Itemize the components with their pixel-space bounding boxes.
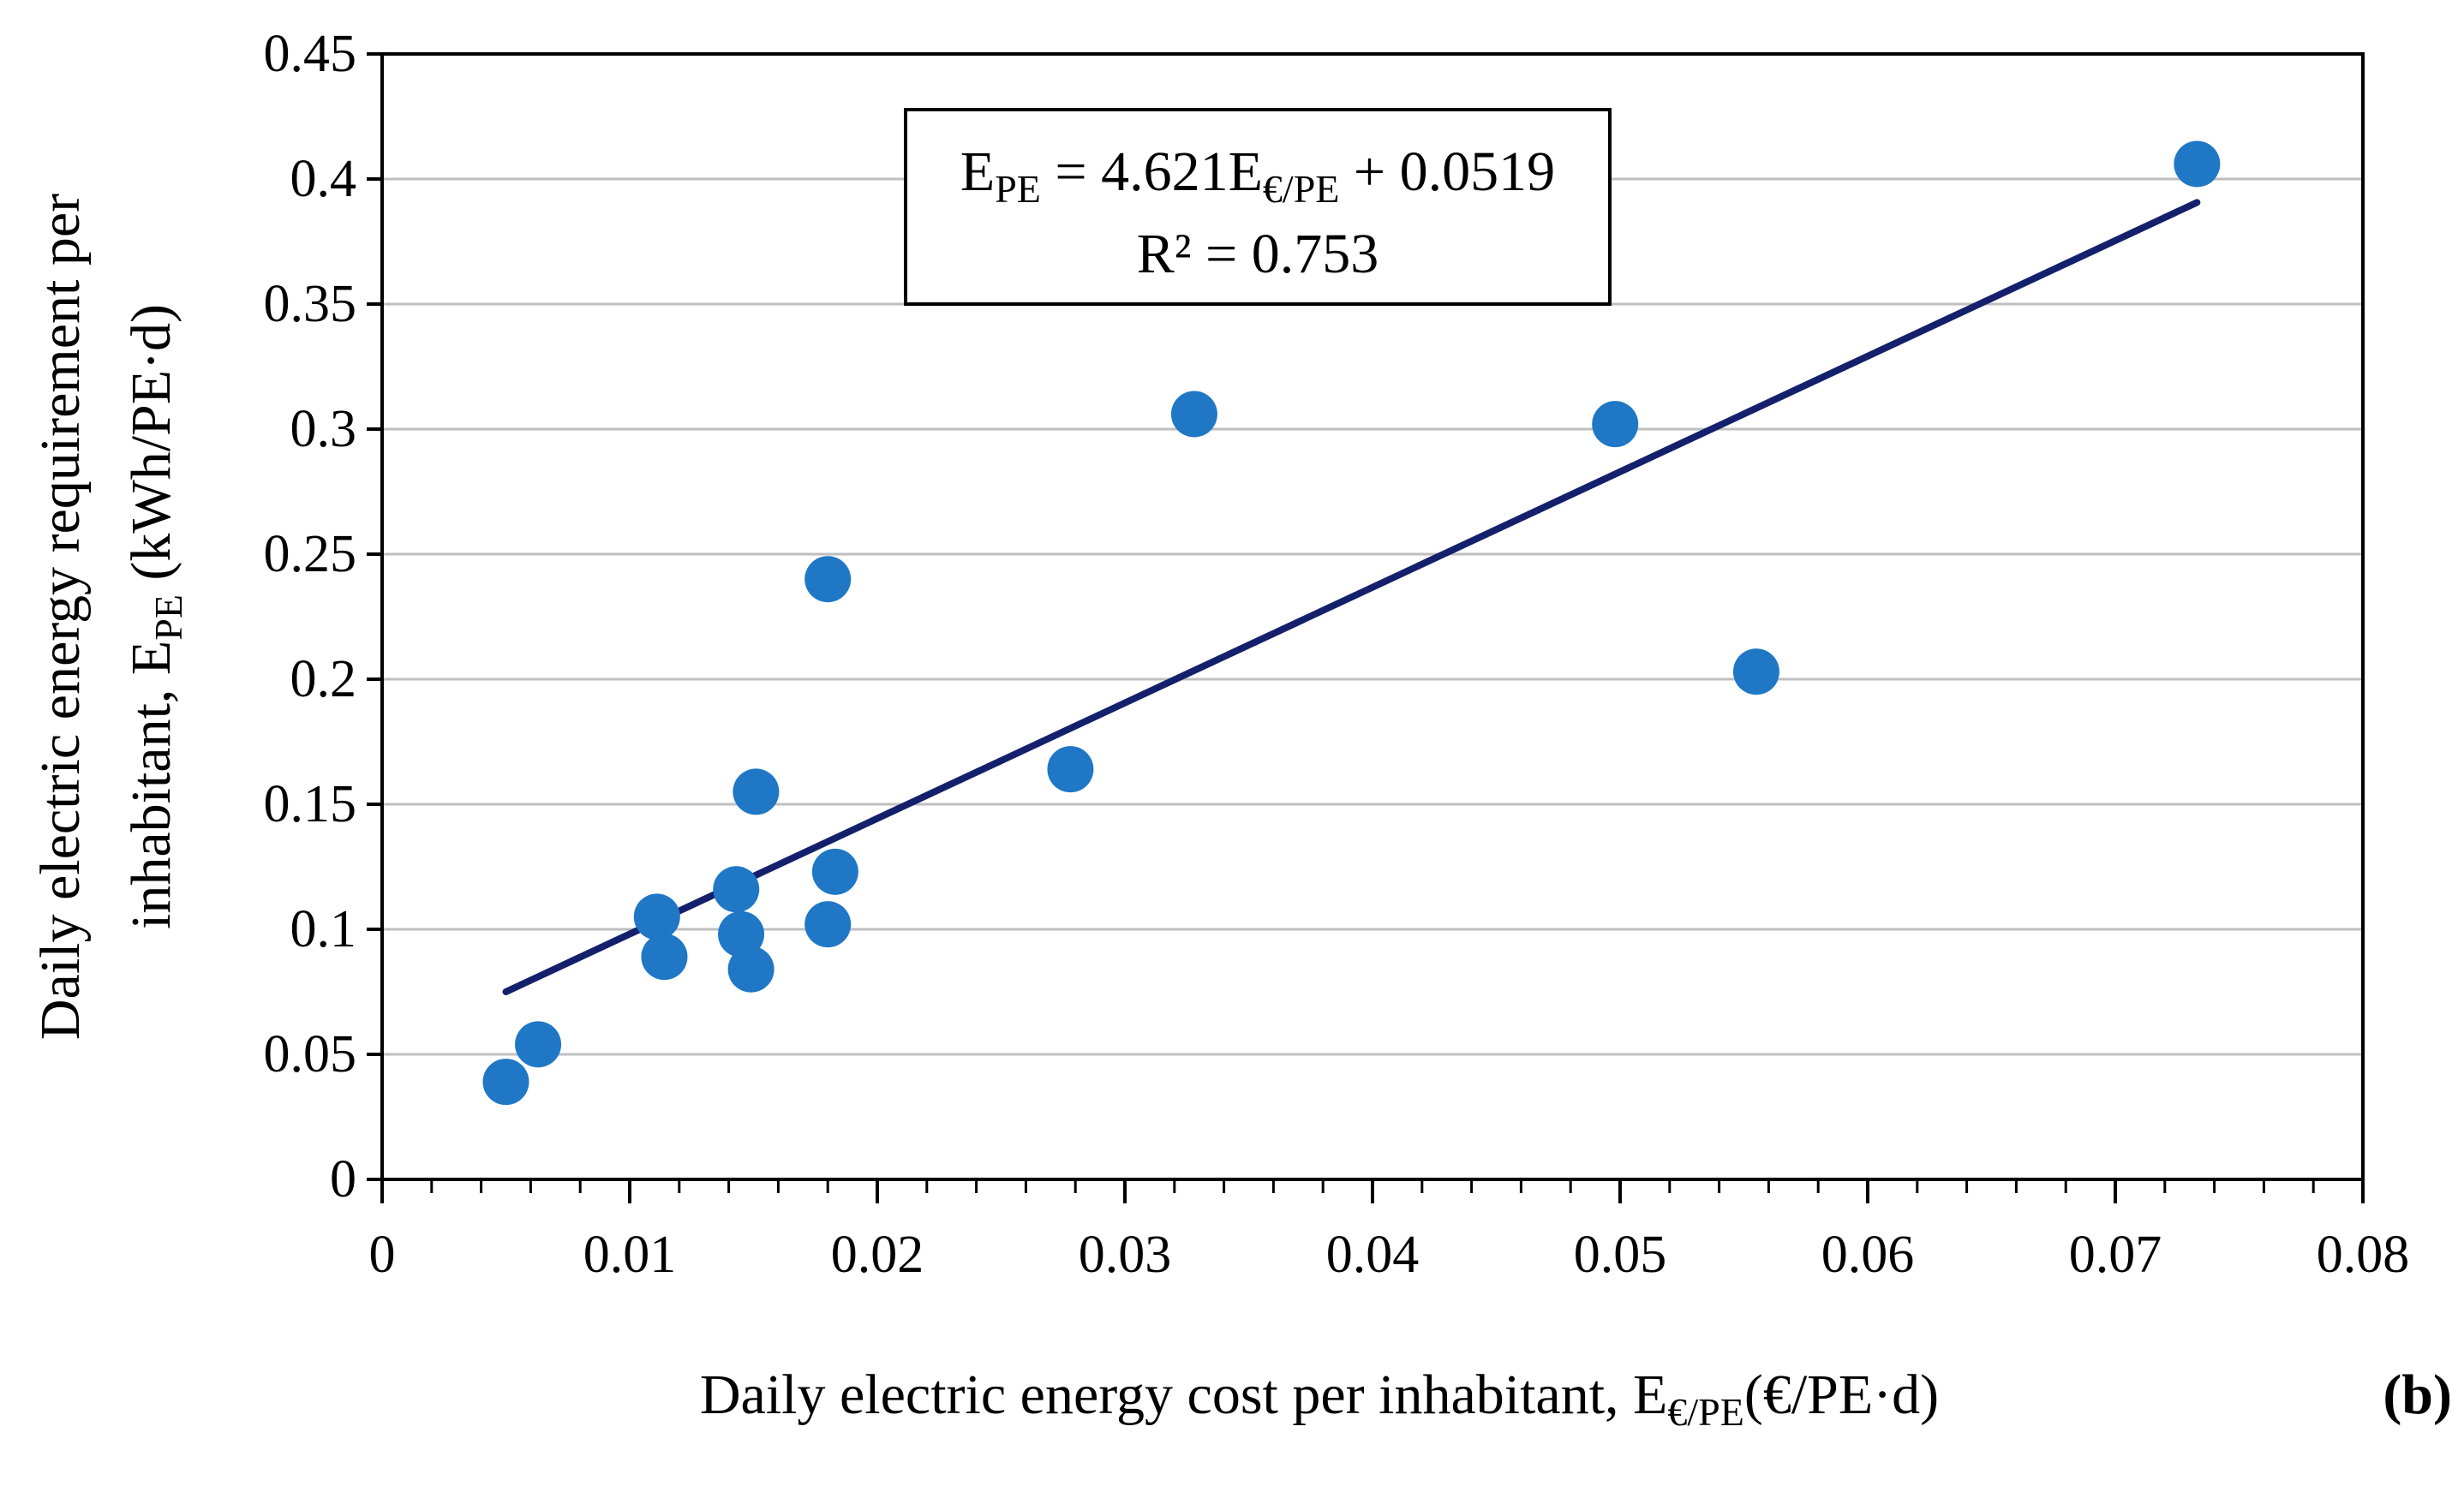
- x-tick-label: 0.08: [2317, 1226, 2410, 1284]
- data-point: [733, 768, 780, 815]
- equation-box: EPE = 4.621E€/PE + 0.0519 R² = 0.753: [904, 108, 1612, 306]
- x-tick-label: 0.07: [2069, 1226, 2162, 1284]
- data-point: [804, 556, 852, 603]
- data-point: [1732, 648, 1779, 695]
- x-tick-label: 0: [369, 1226, 396, 1284]
- data-point: [804, 901, 852, 948]
- grid-lines: [382, 177, 2363, 1056]
- data-point: [713, 866, 760, 913]
- panel-label: (b): [2383, 1364, 2452, 1426]
- x-tick-label: 0.03: [1079, 1226, 1172, 1284]
- y-tick-label: 0.05: [264, 1025, 357, 1083]
- x-tick-label: 0.05: [1574, 1226, 1667, 1284]
- y-axis-title-line-1: Daily electric energy requirement per: [29, 194, 92, 1040]
- data-points: [482, 140, 2221, 1106]
- data-point: [515, 1021, 562, 1068]
- x-tick-label: 0.01: [583, 1226, 677, 1284]
- y-tick-label: 0.35: [264, 275, 357, 333]
- y-tick-label: 0: [330, 1150, 356, 1209]
- y-tick-label: 0.4: [290, 150, 357, 208]
- y-tick-label: 0.3: [290, 400, 357, 458]
- data-point: [1592, 401, 1639, 448]
- data-point: [1047, 746, 1094, 793]
- y-tick-label: 0.25: [264, 525, 357, 583]
- x-tick-label: 0.06: [1821, 1226, 1915, 1284]
- data-point: [811, 848, 858, 895]
- y-tick-label: 0.2: [290, 650, 357, 708]
- data-point: [1170, 391, 1217, 438]
- data-point: [2174, 140, 2221, 188]
- data-point: [641, 934, 688, 981]
- y-tick-label: 0.45: [264, 25, 357, 83]
- x-axis-title: Daily electric energy cost per inhabitan…: [700, 1364, 1939, 1434]
- data-point: [482, 1059, 529, 1106]
- equation-text: EPE = 4.621E€/PE + 0.0519: [960, 140, 1555, 211]
- y-tick-label: 0.1: [290, 900, 357, 958]
- y-axis-ticks: 0 0.05 0.1 0.15 0.2 0.25 0.3 0.35 0.4 0.45: [264, 25, 382, 1209]
- y-axis-title-line-2: inhabitant, EPE (kWh/PE·d): [120, 304, 190, 929]
- data-point: [718, 910, 765, 958]
- x-axis-ticks: 0 0.01 0.02 0.03 0.04 0.05 0.06 0.07 0.08: [369, 1179, 2410, 1284]
- x-tick-label: 0.04: [1326, 1226, 1420, 1284]
- data-point: [727, 946, 774, 993]
- y-tick-label: 0.15: [264, 775, 357, 833]
- r-squared-text: R² = 0.753: [1137, 223, 1379, 285]
- data-point: [633, 893, 680, 940]
- x-tick-label: 0.02: [831, 1226, 924, 1284]
- trendline: [502, 199, 2201, 995]
